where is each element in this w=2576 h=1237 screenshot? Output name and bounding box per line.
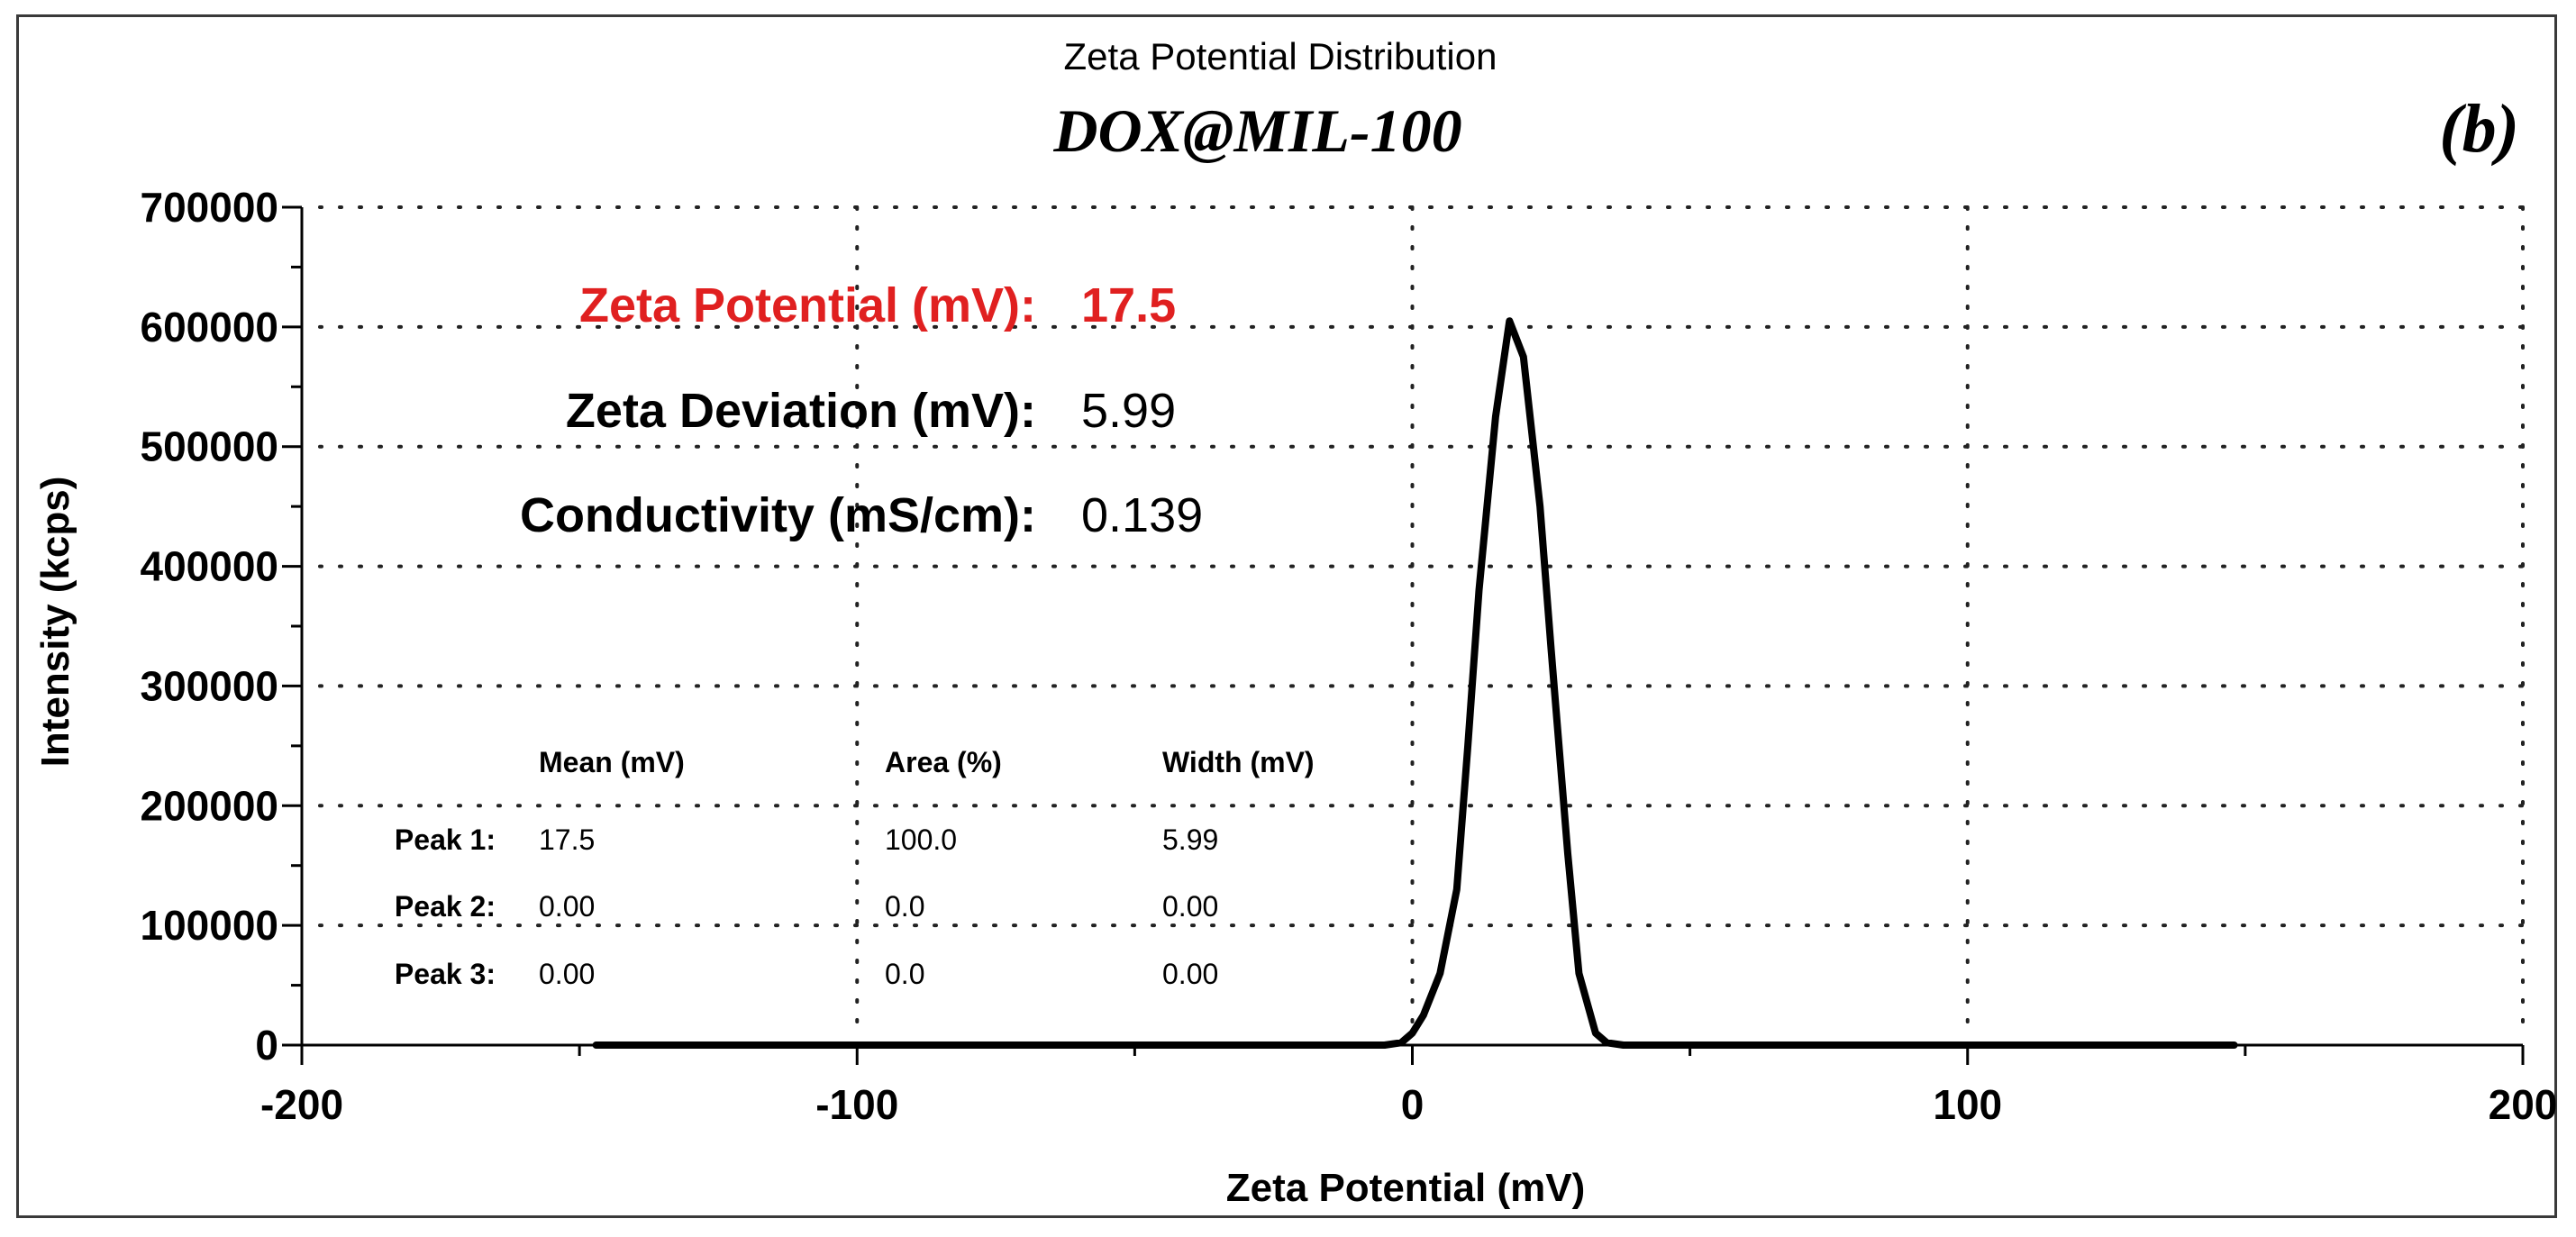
axes (282, 205, 2525, 1065)
y-tick-label: 0 (255, 1022, 278, 1069)
x-axis-label: Zeta Potential (mV) (1226, 1166, 1586, 1210)
y-tick-labels: 0 100000 200000 300000 400000 500000 600000 700… (141, 184, 279, 1069)
peak-table-header: Width (mV) (1162, 746, 1315, 778)
peak-cell: 100.0 (885, 823, 957, 856)
peak-cell: 0.00 (539, 958, 595, 990)
y-tick-label: 400000 (141, 543, 279, 590)
peak-table: Mean (mV) Area (%) Width (mV) Peak 1: 17.5 10… (395, 746, 1315, 990)
series-line-0 (592, 317, 2238, 1049)
x-tick-label: 100 (1933, 1081, 2002, 1128)
stat-value: 5.99 (1081, 384, 1176, 438)
y-tick-label: 700000 (141, 184, 279, 231)
y-tick-label: 500000 (141, 423, 279, 470)
peak-cell: 5.99 (1162, 823, 1218, 856)
y-tick-label: 300000 (141, 662, 279, 709)
peak-cell: 0.00 (1162, 958, 1218, 990)
chart-title: Zeta Potential Distribution (1064, 35, 1497, 77)
peak-cell: 0.0 (885, 890, 924, 923)
chart-subtitle: DOX@MIL-100 (1052, 96, 1461, 165)
x-tick-label: 0 (1401, 1081, 1425, 1128)
x-tick-labels: -200 -100 0 100 200 (260, 1081, 2557, 1128)
peak-row-label: Peak 3: (395, 958, 496, 990)
peak-row-label: Peak 1: (395, 823, 496, 856)
x-tick-label: -200 (260, 1081, 343, 1128)
x-tick-label: -100 (815, 1081, 898, 1128)
y-tick-label: 200000 (141, 782, 279, 829)
peak-cell: 0.0 (885, 958, 924, 990)
peak-table-header: Area (%) (885, 746, 1002, 778)
peak-cell: 0.00 (539, 890, 595, 923)
stat-label: Zeta Potential (mV): (579, 278, 1036, 332)
panel-label: (b) (2439, 91, 2519, 167)
stat-value: 0.139 (1081, 488, 1203, 542)
peak-cell: 0.00 (1162, 890, 1218, 923)
stat-value: 17.5 (1081, 278, 1176, 332)
peak-cell: 17.5 (539, 823, 595, 856)
x-tick-label: 200 (2489, 1081, 2558, 1128)
peak-row-label: Peak 2: (395, 890, 496, 923)
y-tick-label: 600000 (141, 304, 279, 350)
stat-label: Zeta Deviation (mV): (566, 384, 1036, 438)
figure-frame (16, 14, 2557, 1218)
stats-annotations: Zeta Potential (mV): 17.5 Zeta Deviation (… (520, 278, 1203, 542)
y-axis-label: Intensity (kcps) (33, 477, 77, 768)
y-tick-label: 100000 (141, 902, 279, 949)
stat-label: Conductivity (mS/cm): (520, 488, 1036, 542)
peak-table-header: Mean (mV) (539, 746, 685, 778)
series-lines (592, 317, 2238, 1049)
grid-lines (318, 205, 2525, 1038)
